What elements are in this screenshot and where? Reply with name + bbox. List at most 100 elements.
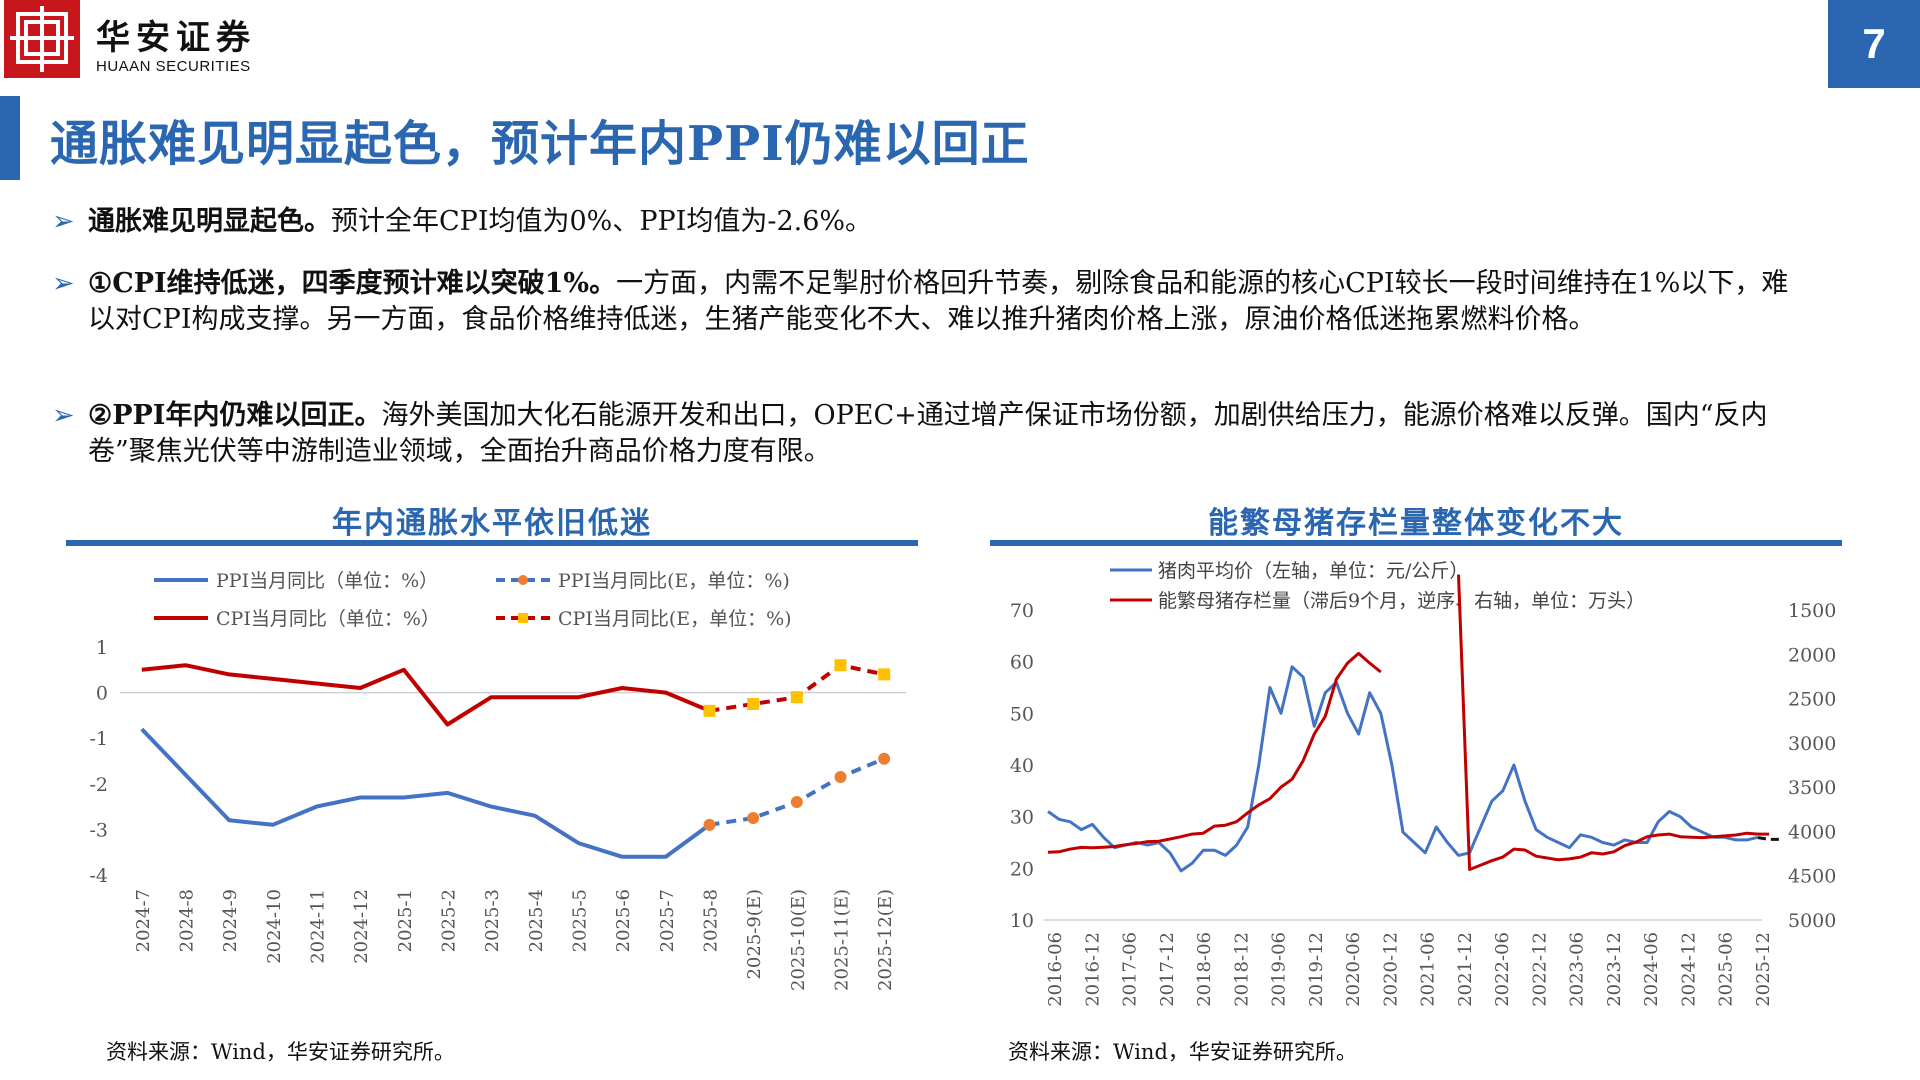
legend-label: CPI当月同比（单位：%） xyxy=(216,608,440,630)
bullet-cpi: ➢ ①CPI维持低迷，四季度预计难以突破1%。一方面，内需不足掣肘价格回升节奏，… xyxy=(52,266,1812,338)
bullet-body: 海外美国加大化石能源开发和出口，OPEC+通过增产保证市场份额，加剧供给压力，能… xyxy=(88,400,1768,467)
x-tick-label: 2025-10(E) xyxy=(788,889,809,991)
y-tick-label: -4 xyxy=(89,865,108,887)
y-left-tick-label: 10 xyxy=(1010,910,1034,932)
x-tick-label: 2022-06 xyxy=(1492,932,1513,1007)
x-tick-label: 2025-9(E) xyxy=(744,889,765,980)
chart2-rule xyxy=(990,540,1842,546)
y-left-tick-label: 20 xyxy=(1010,858,1034,880)
x-tick-label: 2016-06 xyxy=(1045,932,1066,1007)
chart1-plot: PPI当月同比（单位：%） PPI当月同比(E，单位：%) CPI当月同比（单位：%… xyxy=(89,570,906,991)
bullet-head: ②PPI年内仍难以回正。 xyxy=(88,400,382,431)
legend-label: PPI当月同比（单位：%） xyxy=(216,570,438,592)
y-left-tick-label: 40 xyxy=(1010,755,1034,777)
legend-label: PPI当月同比(E，单位：%) xyxy=(558,570,790,592)
cpi-estimate-point xyxy=(878,668,891,681)
x-tick-label: 2025-12(E) xyxy=(875,889,896,991)
bullet-ppi: ➢ ②PPI年内仍难以回正。海外美国加大化石能源开发和出口，OPEC+通过增产保… xyxy=(52,398,1812,470)
brand-logo xyxy=(4,0,80,78)
sow-estimate-line xyxy=(1757,836,1781,841)
cpi-estimate-point xyxy=(834,659,847,672)
y-tick-label: -2 xyxy=(89,774,108,796)
x-tick-label: 2021-12 xyxy=(1455,932,1476,1007)
x-tick-label: 2023-12 xyxy=(1604,932,1625,1007)
sow-inventory-line xyxy=(1047,574,1770,871)
brand-name-cn: 华安证券 xyxy=(96,18,256,58)
x-tick-label: 2016-12 xyxy=(1082,932,1103,1007)
x-tick-label: 2017-12 xyxy=(1157,932,1178,1007)
title-accent-bar xyxy=(0,96,20,180)
series-line-1 xyxy=(140,727,711,859)
ppi-estimate-point xyxy=(703,818,716,831)
ppi-estimate-point xyxy=(747,812,760,824)
chart1-source: 资料来源：Wind，华安证券研究所。 xyxy=(106,1040,455,1064)
series-line-3 xyxy=(141,663,711,727)
cpi-estimate-point xyxy=(790,691,803,704)
x-tick-label: 2019-06 xyxy=(1269,932,1290,1007)
x-tick-label: 2025-6 xyxy=(613,889,634,952)
x-tick-label: 2024-10 xyxy=(264,889,285,964)
bullet-head: ①CPI维持低迷，四季度预计难以突破1%。 xyxy=(88,268,617,299)
bullet-body: 预计全年CPI均值为0%、PPI均值为-2.6%。 xyxy=(331,206,873,237)
legend-label: 能繁母猪存栏量（滞后9个月，逆序、右轴，单位：万头） xyxy=(1158,590,1645,612)
y-right-tick-label: 5000 xyxy=(1788,910,1836,932)
y-tick-label: 0 xyxy=(96,683,108,705)
x-tick-label: 2024-12 xyxy=(1678,932,1699,1007)
x-tick-label: 2017-06 xyxy=(1120,932,1141,1007)
x-tick-label: 2025-2 xyxy=(439,889,460,952)
x-tick-label: 2025-1 xyxy=(395,889,416,952)
y-right-tick-label: 2000 xyxy=(1788,644,1836,666)
y-left-tick-label: 60 xyxy=(1010,652,1034,674)
y-tick-label: -1 xyxy=(89,728,108,750)
y-tick-label: 1 xyxy=(96,637,108,659)
series-line-2 xyxy=(709,756,885,827)
bullet-head: 通胀难见明显起色。 xyxy=(88,206,331,237)
ppi-estimate-point xyxy=(878,752,891,765)
legend-marker xyxy=(518,575,528,585)
x-tick-label: 2022-12 xyxy=(1529,932,1550,1007)
cpi-estimate-point xyxy=(703,704,716,717)
x-tick-label: 2025-3 xyxy=(482,889,503,952)
brand-name-en: HUAAN SECURITIES xyxy=(96,58,251,75)
y-right-tick-label: 4000 xyxy=(1788,821,1836,843)
chart2-plot: 猪肉平均价（左轴，单位：元/公斤） 能繁母猪存栏量（滞后9个月，逆序、右轴，单位：… xyxy=(1010,560,1837,1007)
chart1-title: 年内通胀水平依旧低迷 xyxy=(332,506,652,541)
y-right-tick-label: 1500 xyxy=(1788,600,1836,622)
x-tick-label: 2024-9 xyxy=(220,889,241,952)
logo-emblem-icon xyxy=(10,6,74,72)
series-line-4 xyxy=(709,663,885,713)
x-tick-label: 2021-06 xyxy=(1418,932,1439,1007)
x-tick-label: 2024-8 xyxy=(177,889,198,952)
legend-label: 猪肉平均价（左轴，单位：元/公斤） xyxy=(1158,560,1468,582)
x-tick-label: 2024-7 xyxy=(133,889,154,952)
y-right-tick-label: 3500 xyxy=(1788,777,1836,799)
x-tick-label: 2025-7 xyxy=(657,889,678,952)
x-tick-label: 2018-12 xyxy=(1231,932,1252,1007)
y-left-tick-label: 30 xyxy=(1010,807,1034,829)
x-tick-label: 2025-12 xyxy=(1753,932,1774,1007)
bullet-body: 一方面，内需不足掣肘价格回升节奏，剔除食品和能源的核心CPI较长一段时间维持在1… xyxy=(88,268,1789,335)
arrow-bullet-icon: ➢ xyxy=(52,206,75,237)
chart1-rule xyxy=(66,540,918,546)
x-tick-label: 2020-06 xyxy=(1343,932,1364,1007)
x-tick-label: 2025-11(E) xyxy=(832,889,853,991)
x-tick-label: 2024-06 xyxy=(1641,932,1662,1007)
legend-marker xyxy=(518,613,528,623)
y-left-tick-label: 50 xyxy=(1010,703,1034,725)
arrow-bullet-icon: ➢ xyxy=(52,400,75,431)
ppi-estimate-point xyxy=(834,770,847,783)
y-right-tick-label: 4500 xyxy=(1788,866,1836,888)
x-tick-label: 2025-8 xyxy=(701,889,722,952)
y-left-tick-label: 70 xyxy=(1010,600,1034,622)
y-tick-label: -3 xyxy=(89,819,108,841)
cpi-estimate-point xyxy=(747,698,760,710)
x-tick-label: 2023-06 xyxy=(1567,932,1588,1007)
arrow-bullet-icon: ➢ xyxy=(52,268,75,299)
page-title: 通胀难见明显起色，预计年内PPI仍难以回正 xyxy=(50,116,1030,172)
legend-label: CPI当月同比(E，单位：%) xyxy=(558,608,792,630)
x-tick-label: 2024-11 xyxy=(308,889,329,964)
x-tick-label: 2018-06 xyxy=(1194,932,1215,1007)
chart2-title: 能繁母猪存栏量整体变化不大 xyxy=(1208,506,1624,541)
chart2-source: 资料来源：Wind，华安证券研究所。 xyxy=(1008,1040,1357,1064)
bullet-summary: ➢ 通胀难见明显起色。预计全年CPI均值为0%、PPI均值为-2.6%。 xyxy=(52,204,1812,240)
